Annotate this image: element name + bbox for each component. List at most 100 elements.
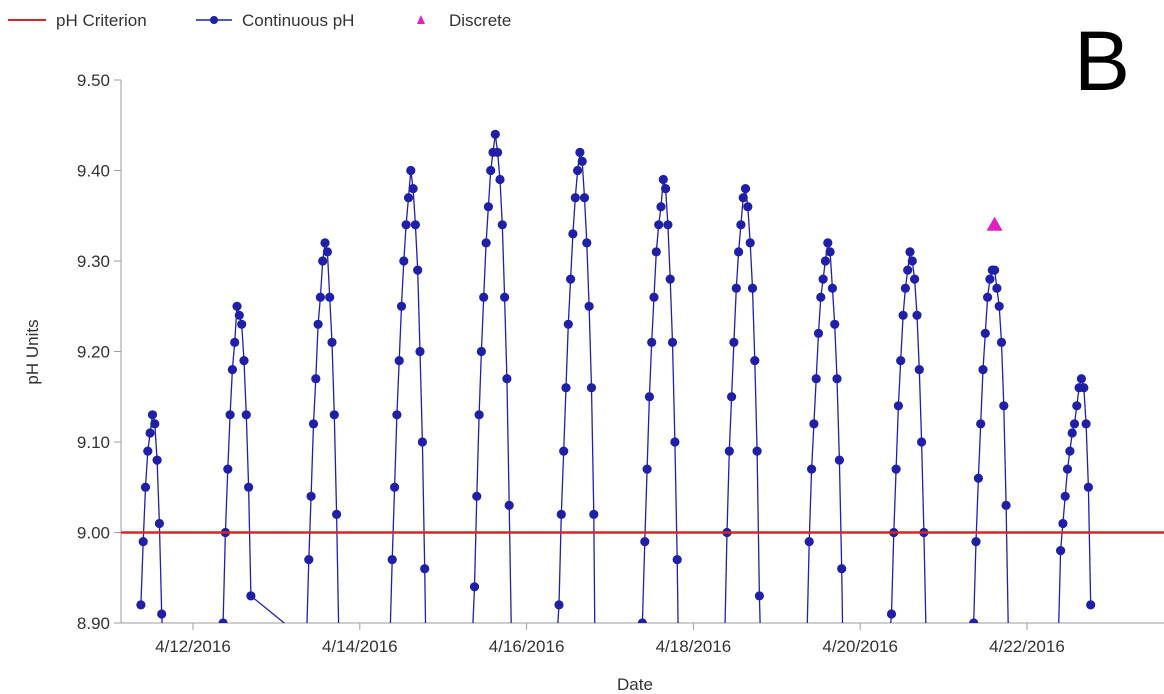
continuous-ph-point xyxy=(143,446,153,456)
continuous-ph-point xyxy=(976,419,986,429)
continuous-ph-point xyxy=(672,555,682,565)
continuous-ph-point xyxy=(731,283,741,293)
y-tick-label: 9.40 xyxy=(77,162,110,181)
continuous-ph-point xyxy=(743,202,753,212)
continuous-ph-point xyxy=(637,618,647,623)
x-axis-ticks: 4/12/2016 4/14/2016 4/16/2016 4/18/2016 4/20… xyxy=(155,623,1065,656)
discrete-point xyxy=(986,216,1003,231)
continuous-ph-point xyxy=(495,174,505,185)
continuous-ph-point xyxy=(568,229,578,239)
continuous-ph-point xyxy=(140,482,151,492)
continuous-ph-point xyxy=(823,238,833,248)
continuous-ph-point xyxy=(740,184,751,194)
continuous-ph-point xyxy=(738,193,748,203)
continuous-ph-point xyxy=(302,637,311,646)
continuous-ph-point xyxy=(318,256,328,266)
continuous-ph-point xyxy=(912,310,922,320)
continuous-ph-point xyxy=(837,564,847,574)
continuous-ph-point xyxy=(973,473,984,483)
continuous-ph-point xyxy=(390,482,400,492)
continuous-ph-point xyxy=(834,455,845,465)
continuous-ph-point xyxy=(246,591,256,601)
continuous-ph-point xyxy=(802,637,811,646)
continuous-ph-point xyxy=(900,283,911,293)
continuous-ph-point xyxy=(1086,600,1096,610)
x-tick-label: 4/12/2016 xyxy=(155,637,231,656)
continuous-ph-point xyxy=(154,518,164,529)
continuous-ph-point xyxy=(636,637,645,646)
continuous-ph-point xyxy=(825,247,835,257)
continuous-ph-point xyxy=(570,193,580,203)
continuous-ph-point xyxy=(893,401,904,411)
continuous-ph-point xyxy=(502,374,512,384)
continuous-ph-point xyxy=(396,301,407,311)
continuous-ph-point xyxy=(992,283,1002,293)
continuous-ph-point xyxy=(818,274,828,284)
continuous-ph-point xyxy=(474,410,484,420)
continuous-ph-point xyxy=(750,356,760,366)
y-tick-label: 9.00 xyxy=(77,524,110,543)
continuous-ph-point xyxy=(392,410,402,420)
continuous-ph-point xyxy=(230,337,240,347)
continuous-ph-point xyxy=(656,202,666,212)
continuous-ph-point xyxy=(1062,464,1073,474)
continuous-ph-point xyxy=(665,274,675,284)
continuous-ph-point xyxy=(980,328,990,338)
x-tick-label: 4/20/2016 xyxy=(822,637,898,656)
continuous-ph-point xyxy=(584,301,594,311)
continuous-ph-point xyxy=(1069,419,1080,429)
series-continuous-ph xyxy=(136,129,1096,646)
continuous-ph-point xyxy=(830,319,840,329)
continuous-ph-point xyxy=(747,283,758,293)
continuous-ph-point xyxy=(820,256,831,266)
continuous-ph-point xyxy=(468,637,477,646)
continuous-ph-point xyxy=(566,274,576,284)
continuous-ph-point xyxy=(809,419,819,429)
continuous-ph-point xyxy=(661,184,671,194)
continuous-ph-point xyxy=(990,265,1000,275)
continuous-ph-point xyxy=(752,446,762,456)
continuous-ph-point xyxy=(329,410,339,420)
continuous-ph-point xyxy=(811,374,821,384)
continuous-ph-point xyxy=(234,310,244,320)
y-tick-label: 9.10 xyxy=(77,433,110,452)
continuous-ph-point xyxy=(969,618,979,623)
series-discrete xyxy=(986,216,1003,231)
continuous-ph-point xyxy=(497,220,507,230)
continuous-ph-point xyxy=(1079,383,1089,393)
continuous-ph-point xyxy=(415,346,425,357)
continuous-ph-point xyxy=(138,537,148,547)
continuous-ph-point xyxy=(898,310,908,320)
continuous-ph-point xyxy=(644,392,655,402)
continuous-ph-point xyxy=(985,274,995,284)
continuous-ph-point xyxy=(1058,518,1068,529)
continuous-ph-point xyxy=(1081,419,1091,429)
continuous-ph-point xyxy=(239,356,249,366)
continuous-ph-point xyxy=(313,319,323,329)
continuous-ph-point xyxy=(971,537,981,547)
continuous-ph-point xyxy=(579,193,590,203)
continuous-ph-point xyxy=(886,609,897,619)
continuous-ph-point xyxy=(756,637,765,646)
continuous-ph-point xyxy=(327,337,337,347)
continuous-ph-point xyxy=(903,265,913,275)
continuous-ph-point xyxy=(150,419,160,429)
panel-label: B xyxy=(1074,14,1130,108)
continuous-ph-point xyxy=(157,609,167,619)
continuous-ph-point xyxy=(813,328,824,338)
continuous-ph-point xyxy=(582,238,592,248)
continuous-ph-point xyxy=(408,184,418,194)
y-tick-label: 8.90 xyxy=(77,614,110,633)
continuous-ph-point xyxy=(554,600,564,610)
continuous-ph-point xyxy=(490,129,500,139)
continuous-ph-point xyxy=(994,301,1004,311)
continuous-ph-point xyxy=(469,582,480,592)
continuous-ph-point xyxy=(218,618,228,623)
continuous-ph-point xyxy=(387,555,397,565)
continuous-ph-point xyxy=(136,600,146,610)
continuous-ph-line xyxy=(140,134,1092,623)
continuous-ph-point xyxy=(1056,546,1066,556)
plot-area xyxy=(121,129,1164,646)
continuous-ph-point xyxy=(563,319,573,329)
